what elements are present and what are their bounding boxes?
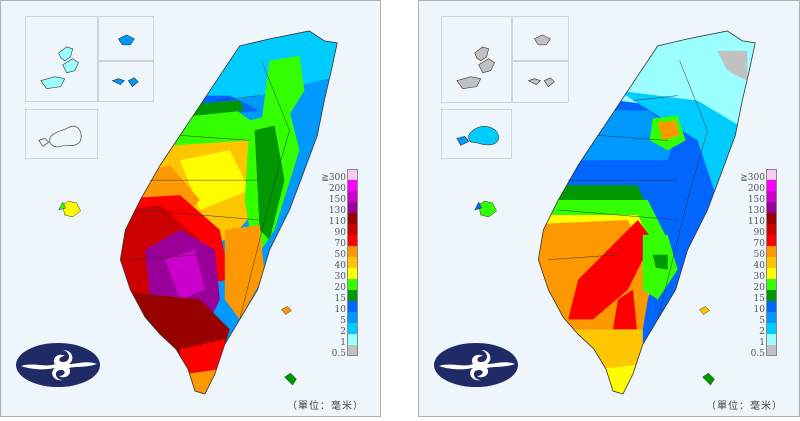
legend-row: 1 bbox=[322, 334, 358, 348]
legend-row: ≧300 bbox=[740, 169, 777, 183]
legend-label: 20 bbox=[753, 283, 765, 293]
legend-label: 130 bbox=[747, 206, 765, 216]
inset-matsu-north bbox=[441, 16, 512, 103]
legend-label: 1 bbox=[759, 338, 765, 348]
legend-label: 110 bbox=[328, 217, 346, 227]
cwa-logo-icon bbox=[434, 343, 518, 387]
legend-label: 50 bbox=[334, 250, 346, 260]
legend-row: 0.5 bbox=[322, 345, 358, 359]
legend-label: 5 bbox=[340, 316, 346, 326]
inset-kinmen bbox=[25, 109, 98, 159]
legend-row: 5 bbox=[322, 312, 358, 326]
legend-label: 90 bbox=[753, 228, 765, 238]
legend-label: 2 bbox=[759, 327, 765, 337]
legend-label: 40 bbox=[334, 261, 346, 271]
legend-label: 110 bbox=[747, 217, 765, 227]
legend-row: 50 bbox=[322, 246, 358, 260]
legend-row: 200 bbox=[741, 180, 777, 194]
legend-row: 5 bbox=[741, 312, 777, 326]
legend-row: 110 bbox=[322, 213, 358, 227]
inset-kinmen bbox=[441, 109, 512, 159]
legend-row: 2 bbox=[322, 323, 358, 337]
legend-row: 20 bbox=[741, 279, 777, 293]
legend-label: 130 bbox=[328, 206, 346, 216]
legend-row: 20 bbox=[322, 279, 358, 293]
cwa-logo-icon bbox=[16, 343, 100, 387]
legend-label: ≧300 bbox=[321, 173, 346, 183]
legend-row: 30 bbox=[741, 268, 777, 282]
legend-label: 50 bbox=[753, 250, 765, 260]
legend-label: 150 bbox=[328, 195, 346, 205]
legend-row: 10 bbox=[741, 301, 777, 315]
taiwan-rainfall-map bbox=[38, 30, 338, 395]
legend-row: 15 bbox=[741, 290, 777, 304]
legend-row: 90 bbox=[741, 224, 777, 238]
legend-label: 200 bbox=[328, 184, 346, 194]
legend-label: 15 bbox=[753, 294, 765, 304]
taiwan-rainfall-map bbox=[456, 30, 756, 395]
legend-row: 150 bbox=[741, 191, 777, 205]
legend-label: 30 bbox=[753, 272, 765, 282]
legend-row: 0.5 bbox=[741, 345, 777, 359]
legend-label: 2 bbox=[340, 327, 346, 337]
inset-dongyin bbox=[512, 16, 569, 61]
legend-row: 150 bbox=[322, 191, 358, 205]
legend-label: 10 bbox=[334, 305, 346, 315]
legend-row: 90 bbox=[322, 224, 358, 238]
rainfall-map-panel-left: ≧300 200 150 130 110 90 70 50 40 30 20 1… bbox=[0, 0, 381, 417]
legend-row: 40 bbox=[741, 257, 777, 271]
legend-label: 70 bbox=[334, 239, 346, 249]
legend-label: 10 bbox=[753, 305, 765, 315]
legend-label: 150 bbox=[747, 195, 765, 205]
legend-row: 10 bbox=[322, 301, 358, 315]
legend-label: 0.5 bbox=[331, 349, 346, 359]
legend-label: 70 bbox=[753, 239, 765, 249]
legend-label: 5 bbox=[759, 316, 765, 326]
legend-label: 0.5 bbox=[750, 349, 765, 359]
legend-row: 1 bbox=[741, 334, 777, 348]
legend-row: 200 bbox=[322, 180, 358, 194]
legend-label: ≧300 bbox=[740, 173, 765, 183]
rainfall-legend: ≧300 200 150 130 110 90 70 50 40 30 20 1… bbox=[321, 169, 358, 359]
legend-row: 2 bbox=[741, 323, 777, 337]
unit-label: （單位：毫米） bbox=[287, 401, 364, 412]
legend-row: 70 bbox=[322, 235, 358, 249]
inset-juguang bbox=[98, 61, 154, 102]
legend-row: 130 bbox=[322, 202, 358, 216]
legend-label: 20 bbox=[334, 283, 346, 293]
legend-row: 70 bbox=[741, 235, 777, 249]
inset-matsu-north bbox=[25, 16, 98, 102]
legend-label: 1 bbox=[340, 338, 346, 348]
legend-row: 110 bbox=[741, 213, 777, 227]
legend-row: 15 bbox=[322, 290, 358, 304]
legend-row: 40 bbox=[322, 257, 358, 271]
rainfall-legend: ≧300 200 150 130 110 90 70 50 40 30 20 1… bbox=[740, 169, 777, 359]
unit-label: （單位：毫米） bbox=[706, 401, 783, 412]
inset-juguang bbox=[512, 61, 569, 103]
legend-row: 30 bbox=[322, 268, 358, 282]
legend-label: 90 bbox=[334, 228, 346, 238]
legend-label: 30 bbox=[334, 272, 346, 282]
legend-row: ≧300 bbox=[321, 169, 358, 183]
legend-label: 40 bbox=[753, 261, 765, 271]
inset-dongyin bbox=[98, 16, 154, 61]
rainfall-map-panel-right: ≧300 200 150 130 110 90 70 50 40 30 20 1… bbox=[418, 0, 800, 417]
legend-row: 50 bbox=[741, 246, 777, 260]
legend-label: 200 bbox=[747, 184, 765, 194]
legend-label: 15 bbox=[334, 294, 346, 304]
legend-row: 130 bbox=[741, 202, 777, 216]
